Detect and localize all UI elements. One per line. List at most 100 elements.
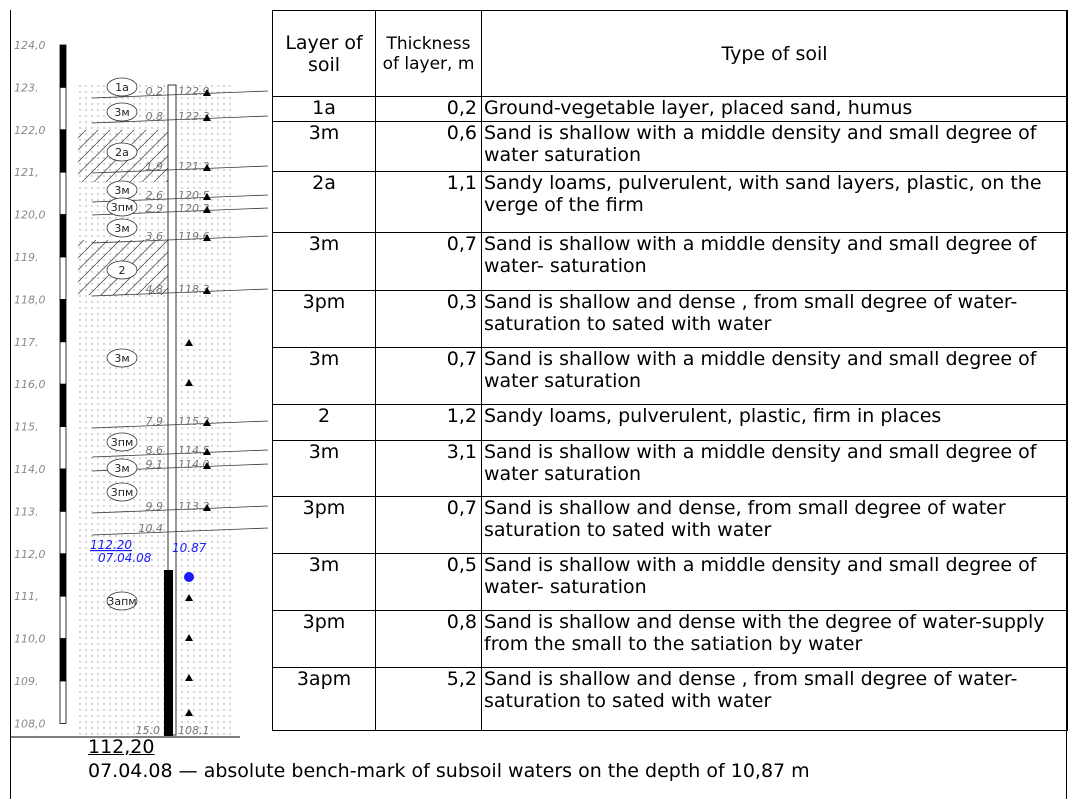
table-row: 3m3,1Sand is shallow with a middle densi… xyxy=(273,441,1068,497)
depth-label: 3.6 xyxy=(146,230,164,243)
scale-segment xyxy=(60,554,66,596)
depth-label: 9.1 xyxy=(146,458,164,471)
elevation-mark: 122.3 xyxy=(178,110,210,123)
type-cell: Sandy loams, pulverulent, with sand laye… xyxy=(482,172,1068,233)
water-depth: 10.87 xyxy=(172,541,207,555)
elevation-mark: 118.3 xyxy=(178,283,210,296)
bottom-elevation: 108.1 xyxy=(178,724,210,737)
thickness-cell: 0,8 xyxy=(376,611,482,668)
depth-label: 10.4 xyxy=(139,522,164,535)
type-cell: Sandy loams, pulverulent, plastic, firm … xyxy=(482,405,1068,441)
layer-label: 2 xyxy=(119,264,126,277)
layer-label: 3м xyxy=(114,184,129,197)
scale-segment xyxy=(60,87,66,129)
thickness-cell: 1,1 xyxy=(376,172,482,233)
thickness-cell: 0,3 xyxy=(376,291,482,348)
elevation-label: 116,0 xyxy=(14,378,46,391)
layer-cell: 3m xyxy=(273,441,376,497)
layer-cell: 3apm xyxy=(273,668,376,731)
scale-segment xyxy=(60,130,66,172)
thickness-cell: 3,1 xyxy=(376,441,482,497)
water-level: 112.20 xyxy=(90,538,132,552)
layer-label: 3пм xyxy=(111,436,134,449)
thickness-cell: 0,7 xyxy=(376,233,482,291)
footnote: 07.04.08 — absolute bench-mark of subsoi… xyxy=(88,760,810,782)
layer-label: 3м xyxy=(114,222,129,235)
elevation-label: 120,0 xyxy=(14,209,46,222)
scale-segment xyxy=(60,384,66,426)
thickness-cell: 0,6 xyxy=(376,122,482,172)
water-level: 112,20 xyxy=(88,736,154,758)
layer-label: 3пм xyxy=(111,486,134,499)
thickness-cell: 0,7 xyxy=(376,497,482,554)
depth-label: 8.6 xyxy=(146,444,164,457)
scale-segment xyxy=(60,639,66,681)
layer-cell: 3m xyxy=(273,122,376,172)
depth-label: 7.9 xyxy=(146,415,164,428)
layer-cell: 3m xyxy=(273,348,376,405)
type-cell: Sand is shallow and dense, from small de… xyxy=(482,497,1068,554)
elevation-mark: 120.2 xyxy=(178,202,210,215)
thickness-cell: 5,2 xyxy=(376,668,482,731)
thickness-cell: 0,7 xyxy=(376,348,482,405)
scale-segment xyxy=(60,596,66,638)
layer-cell: 1a xyxy=(273,97,376,122)
layer-label: 3пм xyxy=(111,201,134,214)
type-cell: Sand is shallow with a middle density an… xyxy=(482,122,1068,172)
scale-segment xyxy=(60,45,66,87)
layer-cell: 2a xyxy=(273,172,376,233)
type-cell: Ground-vegetable layer, placed sand, hum… xyxy=(482,97,1068,122)
depth-label: 1.9 xyxy=(146,160,164,173)
elevation-mark: 122.9 xyxy=(178,85,210,98)
depth-label: 9.9 xyxy=(146,500,164,513)
layer-label: 1a xyxy=(115,81,129,94)
depth-label: 0.8 xyxy=(146,110,164,123)
elevation-label: 112,0 xyxy=(14,548,46,561)
elevation-mark: 114.0 xyxy=(178,458,210,471)
scale-segment xyxy=(60,681,66,723)
type-cell: Sand is shallow with a middle density an… xyxy=(482,554,1068,611)
type-cell: Sand is shallow with a middle density an… xyxy=(482,348,1068,405)
type-cell: Sand is shallow with a middle density an… xyxy=(482,233,1068,291)
table-row: 3pm0,7Sand is shallow and dense, from sm… xyxy=(273,497,1068,554)
water-date: 07.04.08 xyxy=(98,551,152,565)
table-row: 3pm0,8Sand is shallow and dense with the… xyxy=(273,611,1068,668)
scale-segment xyxy=(60,172,66,214)
type-cell: Sand is shallow and dense , from small d… xyxy=(482,668,1068,731)
elevation-label: 124,0 xyxy=(14,39,46,52)
header-cell: Thickness of layer, m xyxy=(376,11,482,97)
elevation-label: 121, xyxy=(14,166,39,179)
layer-label: 3апм xyxy=(107,595,136,608)
header-row: Layer of soilThickness of layer, mType o… xyxy=(273,11,1068,97)
table-row: 3m0,7Sand is shallow with a middle densi… xyxy=(273,233,1068,291)
elevation-label: 115. xyxy=(14,421,39,434)
scale-segment xyxy=(60,257,66,299)
water-point xyxy=(184,572,194,582)
type-cell: Sand is shallow with a middle density an… xyxy=(482,441,1068,497)
scale-segment xyxy=(60,299,66,341)
thickness-cell: 0,5 xyxy=(376,554,482,611)
elevation-label: 118,0 xyxy=(14,293,46,306)
layer-label: 3м xyxy=(114,462,129,475)
elevation-label: 117. xyxy=(14,336,39,349)
elevation-label: 122,0 xyxy=(14,124,46,137)
elevation-mark: 121.2 xyxy=(178,160,210,173)
borehole-casing xyxy=(164,570,173,736)
scale-segment xyxy=(60,342,66,384)
scale-segment xyxy=(60,215,66,257)
layer-label: 2a xyxy=(115,146,129,159)
elevation-mark: 114.5 xyxy=(178,444,210,457)
scale-segment xyxy=(60,427,66,469)
elevation-label: 123. xyxy=(14,81,39,94)
elevation-mark: 115.2 xyxy=(178,415,210,428)
scale-segment xyxy=(60,511,66,553)
layer-cell: 3m xyxy=(273,554,376,611)
header-cell: Layer of soil xyxy=(273,11,376,97)
elevation-label: 113. xyxy=(14,505,39,518)
elevation-label: 110,0 xyxy=(14,633,46,646)
